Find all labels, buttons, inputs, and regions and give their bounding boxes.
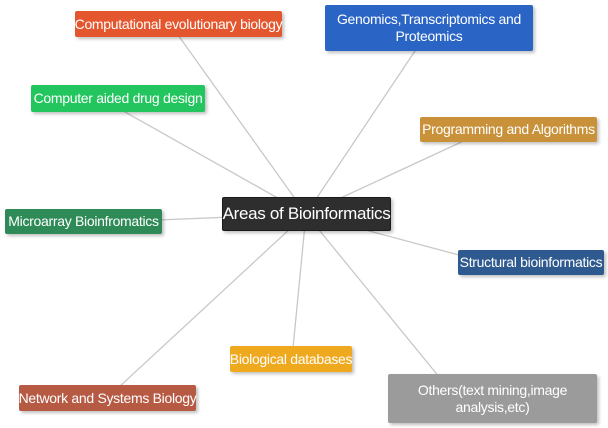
node-others: Others(text mining,image analysis,etc) [388, 374, 597, 423]
node-network-and-systems-biology: Network and Systems Biology [18, 385, 197, 411]
node-structural-bioinformatics: Structural bioinformatics [458, 250, 604, 275]
node-label: Computational evolutionary biology [74, 15, 283, 32]
connector-comp-evo [177, 34, 307, 215]
node-label: Biological databases [229, 350, 353, 367]
node-computational-evolutionary-biology: Computational evolutionary biology [74, 11, 283, 37]
node-label: Others(text mining,image analysis,etc) [417, 381, 568, 415]
node-label: Microarray Bioinfromatics [8, 213, 159, 230]
node-microarray-bioinformatics: Microarray Bioinfromatics [5, 209, 162, 234]
connector-network [117, 213, 307, 389]
node-computer-aided-drug-design: Computer aided drug design [31, 85, 205, 112]
node-programming-and-algorithms: Programming and Algorithms [420, 117, 597, 142]
node-label: Genomics,Transcriptomics and Proteomics [336, 11, 522, 44]
node-genomics-transcriptomics-proteomics: Genomics,Transcriptomics and Proteomics [325, 5, 533, 51]
connector-others [305, 213, 441, 379]
node-label: Structural bioinformatics [459, 254, 603, 271]
node-label: Network and Systems Biology [18, 389, 197, 406]
node-label: Computer aided drug design [33, 90, 203, 107]
center-node-areas-of-bioinformatics: Areas of Bioinformatics [222, 197, 391, 231]
connector-biodb [292, 213, 307, 349]
connector-cadd [117, 107, 307, 215]
node-label: Programming and Algorithms [422, 121, 595, 138]
center-label: Areas of Bioinformatics [222, 203, 391, 223]
node-biological-databases: Biological databases [229, 346, 353, 372]
connector-genomics [305, 47, 418, 215]
